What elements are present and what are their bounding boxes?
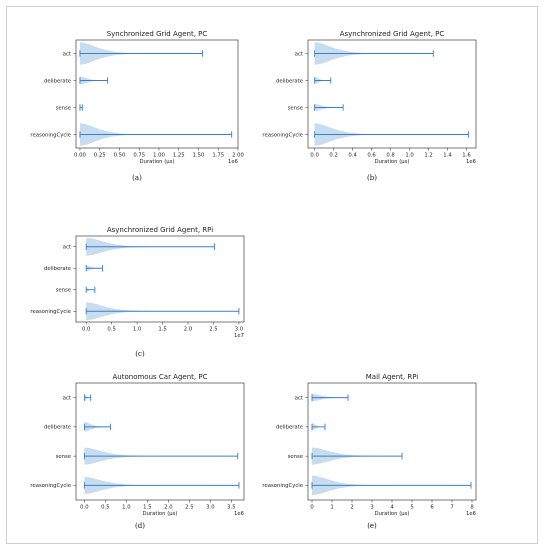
xtick-label: 6 bbox=[430, 505, 434, 511]
plot-frame bbox=[75, 235, 245, 323]
xtick-label: 0.0 bbox=[310, 153, 319, 159]
xtick-label: 7 bbox=[450, 505, 453, 511]
xtick-label: 0.00 bbox=[74, 153, 86, 159]
xtick-label: 4 bbox=[390, 505, 394, 511]
x-axis-label: Duration (µs) bbox=[375, 159, 410, 165]
subfigure-label: (c) bbox=[135, 350, 145, 358]
chart-title: Synchronized Grid Agent, PC bbox=[107, 30, 208, 38]
plot-frame bbox=[75, 382, 245, 501]
xtick-label: 1.00 bbox=[153, 153, 165, 159]
xtick-label: 3 bbox=[370, 505, 373, 511]
xtick-label: 0.6 bbox=[367, 153, 376, 159]
chart-panel-4: Autonomous Car Agent, PC act deliberate sen… bbox=[30, 373, 244, 530]
xtick-label: 1.6 bbox=[462, 153, 471, 159]
xtick-label: 2.0 bbox=[184, 327, 193, 333]
chart-panel-1: Synchronized Grid Agent, PC act deliberate… bbox=[30, 30, 244, 182]
xtick-label: 0.0 bbox=[82, 327, 91, 333]
xtick-label: 1.5 bbox=[158, 327, 166, 333]
category-label-reasoningCycle: reasoningCycle bbox=[262, 483, 303, 489]
category-label-deliberate: deliberate bbox=[276, 78, 303, 84]
xtick-label: 1.0 bbox=[405, 153, 414, 159]
chart-title: Asynchronized Grid Agent, PC bbox=[340, 30, 445, 38]
xtick-label: 2.5 bbox=[209, 327, 217, 333]
xtick-label: 1.0 bbox=[133, 327, 142, 333]
xtick-label: 3.5 bbox=[227, 505, 235, 511]
xtick-label: 3.0 bbox=[206, 505, 215, 511]
xtick-label: 5 bbox=[410, 505, 413, 511]
category-label-deliberate: deliberate bbox=[44, 78, 71, 84]
xtick-label: 1 bbox=[330, 505, 333, 511]
xtick-label: 0 bbox=[310, 505, 314, 511]
category-label-act: act bbox=[63, 395, 71, 401]
x-scale-label: 1e6 bbox=[466, 159, 477, 165]
xtick-label: 8 bbox=[470, 505, 474, 511]
category-label-deliberate: deliberate bbox=[276, 425, 303, 431]
chart-title: Autonomous Car Agent, PC bbox=[113, 373, 208, 381]
xtick-label: 2 bbox=[350, 505, 353, 511]
subfigure-label: (d) bbox=[135, 522, 145, 530]
subfigure-label: (a) bbox=[132, 174, 142, 182]
subfigure-label: (b) bbox=[367, 174, 377, 182]
category-label-act: act bbox=[295, 51, 303, 57]
xtick-label: 2.00 bbox=[232, 153, 244, 159]
x-axis-label: Duration (µs) bbox=[140, 159, 175, 165]
category-label-reasoningCycle: reasoningCycle bbox=[262, 132, 303, 138]
xtick-label: 0.8 bbox=[386, 153, 395, 159]
xtick-label: 0.4 bbox=[348, 153, 357, 159]
x-scale-label: 1e6 bbox=[228, 159, 239, 165]
xtick-label: 0.0 bbox=[80, 505, 89, 511]
x-scale-label: 1e6 bbox=[466, 511, 477, 517]
chart-panel-3: Asynchronized Grid Agent, RPi act delibera… bbox=[30, 226, 245, 358]
xtick-label: 1.5 bbox=[143, 505, 151, 511]
chart-panel-5: Mail Agent, RPi act deliberate sense reasoni… bbox=[262, 373, 476, 530]
xtick-label: 0.50 bbox=[114, 153, 126, 159]
xtick-label: 0.75 bbox=[133, 153, 145, 159]
chart-title: Mail Agent, RPi bbox=[366, 373, 419, 381]
x-axis-label: Duration (µs) bbox=[143, 511, 178, 517]
xtick-label: 2.0 bbox=[164, 505, 173, 511]
xtick-label: 1.50 bbox=[193, 153, 205, 159]
category-label-reasoningCycle: reasoningCycle bbox=[30, 132, 71, 138]
xtick-label: 0.2 bbox=[329, 153, 337, 159]
category-label-act: act bbox=[63, 245, 71, 251]
category-label-sense: sense bbox=[56, 105, 71, 111]
figure-frame bbox=[6, 6, 538, 544]
subfigure-label: (e) bbox=[367, 522, 377, 530]
category-label-sense: sense bbox=[56, 288, 71, 294]
xtick-label: 0.25 bbox=[94, 153, 106, 159]
xtick-label: 1.0 bbox=[122, 505, 131, 511]
xtick-label: 1.75 bbox=[212, 153, 224, 159]
chart-title: Asynchronized Grid Agent, RPi bbox=[107, 226, 213, 234]
category-label-act: act bbox=[295, 395, 303, 401]
xtick-label: 3.0 bbox=[235, 327, 244, 333]
category-label-sense: sense bbox=[288, 105, 303, 111]
xtick-label: 0.5 bbox=[107, 327, 115, 333]
category-label-reasoningCycle: reasoningCycle bbox=[30, 309, 71, 315]
x-axis-label: Duration (µs) bbox=[375, 511, 410, 517]
plot-frame bbox=[75, 39, 239, 149]
category-label-reasoningCycle: reasoningCycle bbox=[30, 483, 71, 489]
category-label-sense: sense bbox=[288, 454, 303, 460]
plot-frame bbox=[307, 39, 477, 149]
category-label-deliberate: deliberate bbox=[44, 425, 71, 431]
xtick-label: 2.5 bbox=[185, 505, 193, 511]
xtick-label: 1.4 bbox=[443, 153, 452, 159]
category-label-deliberate: deliberate bbox=[44, 266, 71, 272]
category-label-act: act bbox=[63, 51, 71, 57]
x-scale-label: 1e6 bbox=[234, 511, 245, 517]
xtick-label: 1.2 bbox=[424, 153, 432, 159]
chart-panel-2: Asynchronized Grid Agent, PC act deliberat… bbox=[262, 30, 476, 182]
xtick-label: 1.25 bbox=[173, 153, 185, 159]
xtick-label: 0.5 bbox=[101, 505, 109, 511]
x-scale-label: 1e7 bbox=[234, 333, 244, 339]
category-label-sense: sense bbox=[56, 454, 71, 460]
